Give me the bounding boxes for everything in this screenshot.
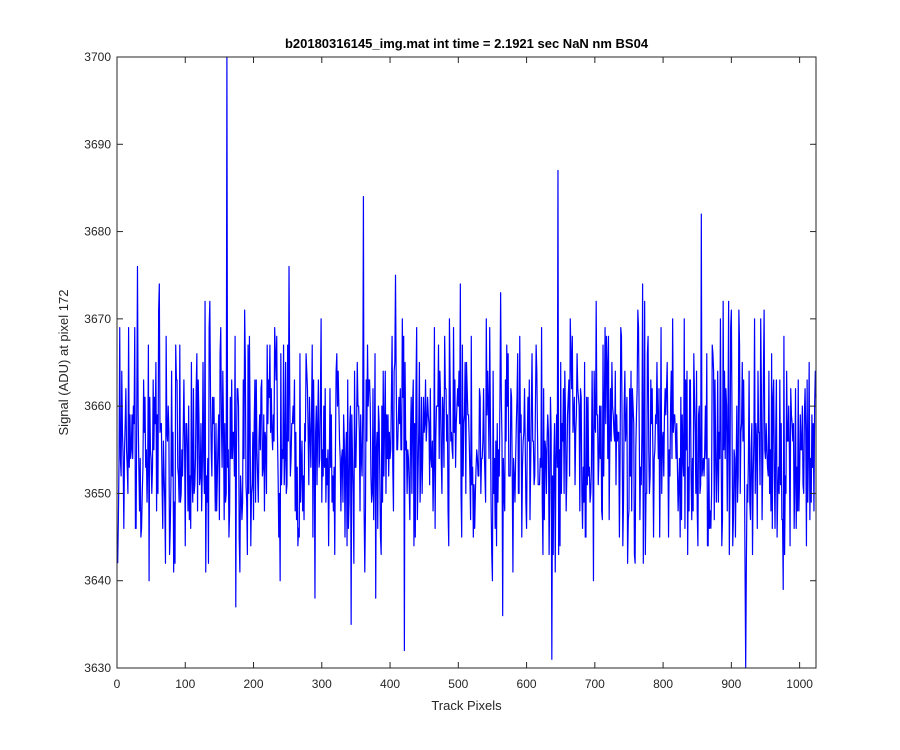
signal-series-line [117, 56, 817, 669]
y-tick-label: 3650 [84, 486, 111, 500]
axes-box [116, 56, 817, 669]
y-tick-label: 3670 [84, 312, 111, 326]
y-axis-label: Signal (ADU) at pixel 172 [56, 290, 71, 436]
x-axis-label: Track Pixels [431, 698, 502, 713]
x-tick-label: 700 [585, 677, 605, 691]
x-tick-label: 300 [312, 677, 332, 691]
x-tick-label: 0 [114, 677, 121, 691]
y-tick-label: 3680 [84, 225, 111, 239]
x-tick-label: 600 [517, 677, 537, 691]
ticks-group: 0 100 200 300 400 500 600 700 800 900 1000 3630 3640… [84, 50, 816, 691]
y-tick-label: 3690 [84, 137, 111, 151]
y-tick-label: 3660 [84, 399, 111, 413]
x-tick-label: 100 [175, 677, 195, 691]
chart-title: b20180316145_img.mat int time = 2.1921 s… [285, 36, 649, 51]
x-tick-label: 200 [244, 677, 264, 691]
x-tick-label: 800 [653, 677, 673, 691]
series-group [117, 56, 817, 669]
x-tick-label: 400 [380, 677, 400, 691]
y-tick-label: 3630 [84, 661, 111, 675]
x-tick-label: 900 [721, 677, 741, 691]
x-tick-label: 500 [448, 677, 468, 691]
x-tick-label: 1000 [786, 677, 813, 691]
y-tick-label: 3700 [84, 50, 111, 64]
y-tick-label: 3640 [84, 574, 111, 588]
